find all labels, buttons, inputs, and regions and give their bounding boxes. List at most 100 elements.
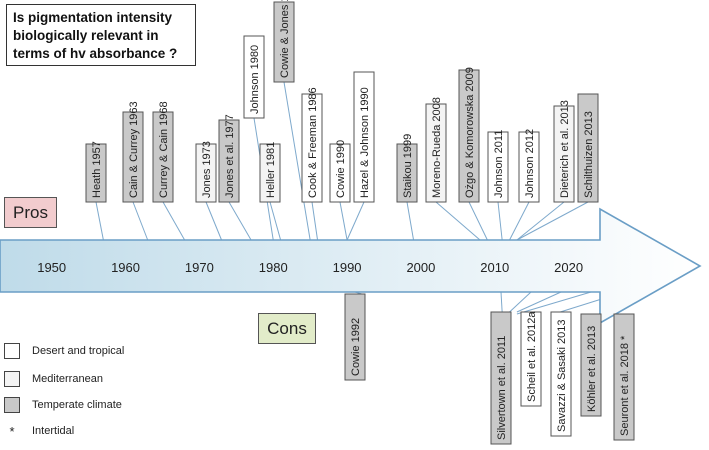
question-line-1: Is pigmentation intensity <box>13 10 173 25</box>
leader-line <box>269 201 282 241</box>
study-label: Johnson 2011 <box>493 130 505 198</box>
legend-mediterranean-swatch <box>4 371 20 387</box>
leader-line <box>95 201 104 241</box>
pros-study-box: Jones et al. 1977 <box>218 114 240 203</box>
legend-intertidal: * Intertidal <box>4 422 74 440</box>
study-boxes: Heath 1957 Cain & Currey 1963 Currey & Cai… <box>85 0 635 445</box>
study-label: Köhler et al. 2013 <box>586 326 598 412</box>
pros-study-box: Schilthuizen 2013 <box>577 93 599 203</box>
study-box-frame <box>550 311 572 437</box>
study-box-frame <box>518 131 540 203</box>
study-box-frame <box>553 105 575 203</box>
study-box-frame <box>195 143 217 203</box>
question-line-2: biologically relevant in <box>13 28 159 43</box>
pros-study-box: Cowie 1990 <box>329 140 351 203</box>
pros-study-box: Moreno-Rueda 2008 <box>425 97 447 203</box>
question-line-3: terms of hv absorbance ? <box>13 46 178 61</box>
leader-line <box>516 201 565 241</box>
study-label: Savazzi & Sasaki 2013 <box>556 319 568 432</box>
legend-intertidal-symbol: * <box>9 423 15 439</box>
study-box-frame <box>243 35 265 119</box>
question-box: Is pigmentation intensity biologically r… <box>6 4 196 66</box>
study-label: Schilthuizen 2013 <box>583 111 595 198</box>
pros-study-box: Johnson 1980 <box>243 35 265 119</box>
study-box-frame <box>218 119 240 203</box>
leader-line <box>516 291 562 313</box>
pros-study-box: Jones 1973 <box>195 141 217 203</box>
legend-temperate: Temperate climate <box>4 396 122 414</box>
cons-study-box: Köhler et al. 2013 <box>580 313 602 417</box>
legend-mediterranean: Mediterranean <box>4 370 103 388</box>
study-box-frame <box>613 313 635 441</box>
study-box-frame <box>577 93 599 203</box>
legend-desert: Desert and tropical <box>4 342 124 360</box>
decade-label: 1950 <box>37 260 66 275</box>
pros-study-box: Cain & Currey 1963 <box>122 101 144 203</box>
study-box-frame <box>487 131 509 203</box>
leader-line <box>205 201 223 241</box>
pros-study-box: Dieterich et al. 2013 <box>553 100 575 203</box>
pros-study-box: Hazel & Johnson 1990 <box>353 71 375 203</box>
decade-label: 1980 <box>259 260 288 275</box>
decade-label: 1960 <box>111 260 140 275</box>
study-label: Cowie 1990 <box>335 140 347 198</box>
legend-temperate-label: Temperate climate <box>32 399 122 411</box>
study-label: Jones et al. 1977 <box>224 114 236 198</box>
leader-line <box>509 291 532 313</box>
study-label: Seuront et al. 2018 * <box>619 335 631 436</box>
cons-study-box: Cowie 1992 <box>344 293 366 381</box>
decade-label: 2020 <box>554 260 583 275</box>
study-label: Jones 1973 <box>201 141 213 198</box>
study-label: Cook & Freeman 1986 <box>307 87 319 198</box>
study-label: Staikou 1999 <box>402 134 414 198</box>
leader-line <box>509 201 530 241</box>
leader-line <box>346 201 365 241</box>
decade-label: 1990 <box>333 260 362 275</box>
study-label: Cowie 1992 <box>350 318 362 376</box>
leader-line <box>435 201 481 241</box>
leader-line <box>162 201 186 241</box>
study-box-frame <box>580 313 602 417</box>
pros-study-box: Johnson 2011 <box>487 130 509 203</box>
study-box-frame <box>458 69 480 203</box>
decade-label: 1970 <box>185 260 214 275</box>
pros-study-box: Heller 1981 <box>259 142 281 203</box>
study-label: Johnson 1980 <box>249 45 261 114</box>
study-label: Hazel & Johnson 1990 <box>359 87 371 198</box>
pros-study-box: Staikou 1999 <box>396 134 418 203</box>
study-label: Scheil et al. 2012a <box>526 311 538 402</box>
leader-line <box>283 81 311 241</box>
cons-study-box: Seuront et al. 2018 * <box>613 313 635 441</box>
cons-study-box: Silvertown et al. 2011 <box>490 311 512 445</box>
study-label: Dieterich et al. 2013 <box>559 100 571 198</box>
pros-label: Pros <box>4 197 57 228</box>
study-box-frame <box>152 111 174 203</box>
leader-line <box>132 201 149 241</box>
study-box-frame <box>344 293 366 381</box>
study-box-frame <box>122 111 144 203</box>
leader-line <box>228 201 252 241</box>
leader-line <box>406 201 415 241</box>
study-box-frame <box>273 1 295 83</box>
study-label: Moreno-Rueda 2008 <box>431 97 443 198</box>
pros-study-box: Heath 1957 <box>85 141 107 203</box>
legend-intertidal-label: Intertidal <box>32 425 75 437</box>
study-label: Ożgo & Komorowska 2009 <box>464 67 476 198</box>
study-box-frame <box>353 71 375 203</box>
leader-line <box>311 201 319 241</box>
study-label: Heath 1957 <box>91 141 103 198</box>
cons-label: Cons <box>258 313 316 344</box>
study-label: Currey & Cain 1968 <box>158 101 170 198</box>
pros-study-box: Ożgo & Komorowska 2009 <box>458 67 480 203</box>
legend-temperate-swatch <box>4 397 20 413</box>
decade-label: 2010 <box>480 260 509 275</box>
leader-line <box>516 201 589 241</box>
study-label: Cain & Currey 1963 <box>128 101 140 198</box>
pros-study-box: Johnson 2012 <box>518 129 540 203</box>
pros-study-box: Currey & Cain 1968 <box>152 101 174 203</box>
legend-mediterranean-label: Mediterranean <box>32 373 103 385</box>
leader-line <box>339 201 348 241</box>
leader-line <box>500 291 503 313</box>
study-box-frame <box>259 143 281 203</box>
